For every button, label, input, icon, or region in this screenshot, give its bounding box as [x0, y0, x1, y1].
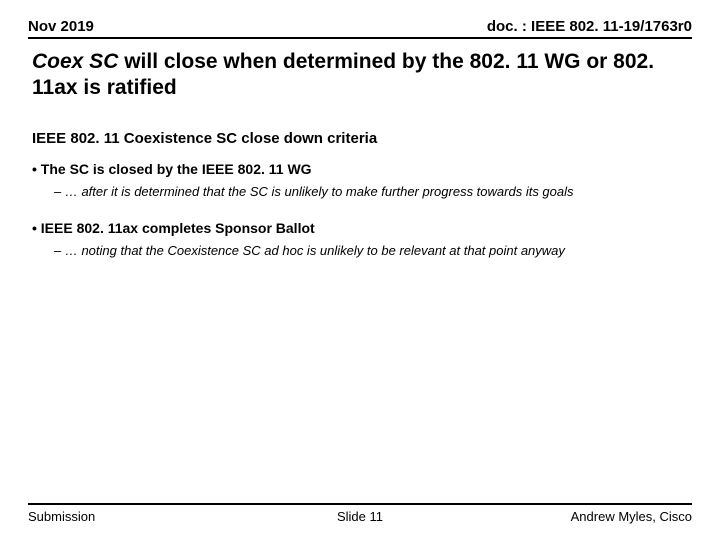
header-date: Nov 2019 [28, 18, 94, 35]
title-rest: will close when determined by the 802. 1… [32, 50, 654, 99]
header-bar: Nov 2019 doc. : IEEE 802. 11-19/1763r0 [28, 18, 692, 39]
footer-center: Slide 11 [28, 509, 692, 524]
title-italic: Coex SC [32, 50, 118, 73]
header-docid: doc. : IEEE 802. 11-19/1763r0 [487, 18, 692, 35]
bullet-1: • The SC is closed by the IEEE 802. 11 W… [32, 161, 688, 177]
spacer [28, 206, 692, 220]
slide-title: Coex SC will close when determined by th… [32, 49, 688, 102]
slide-page: Nov 2019 doc. : IEEE 802. 11-19/1763r0 C… [0, 0, 720, 540]
bullet-2: • IEEE 802. 11ax completes Sponsor Ballo… [32, 220, 688, 236]
subheading: IEEE 802. 11 Coexistence SC close down c… [32, 130, 688, 147]
bullet-1-sub: – … after it is determined that the SC i… [54, 183, 688, 201]
bullet-2-sub: – … noting that the Coexistence SC ad ho… [54, 242, 688, 260]
footer: Slide 11 Submission Andrew Myles, Cisco [28, 503, 692, 524]
